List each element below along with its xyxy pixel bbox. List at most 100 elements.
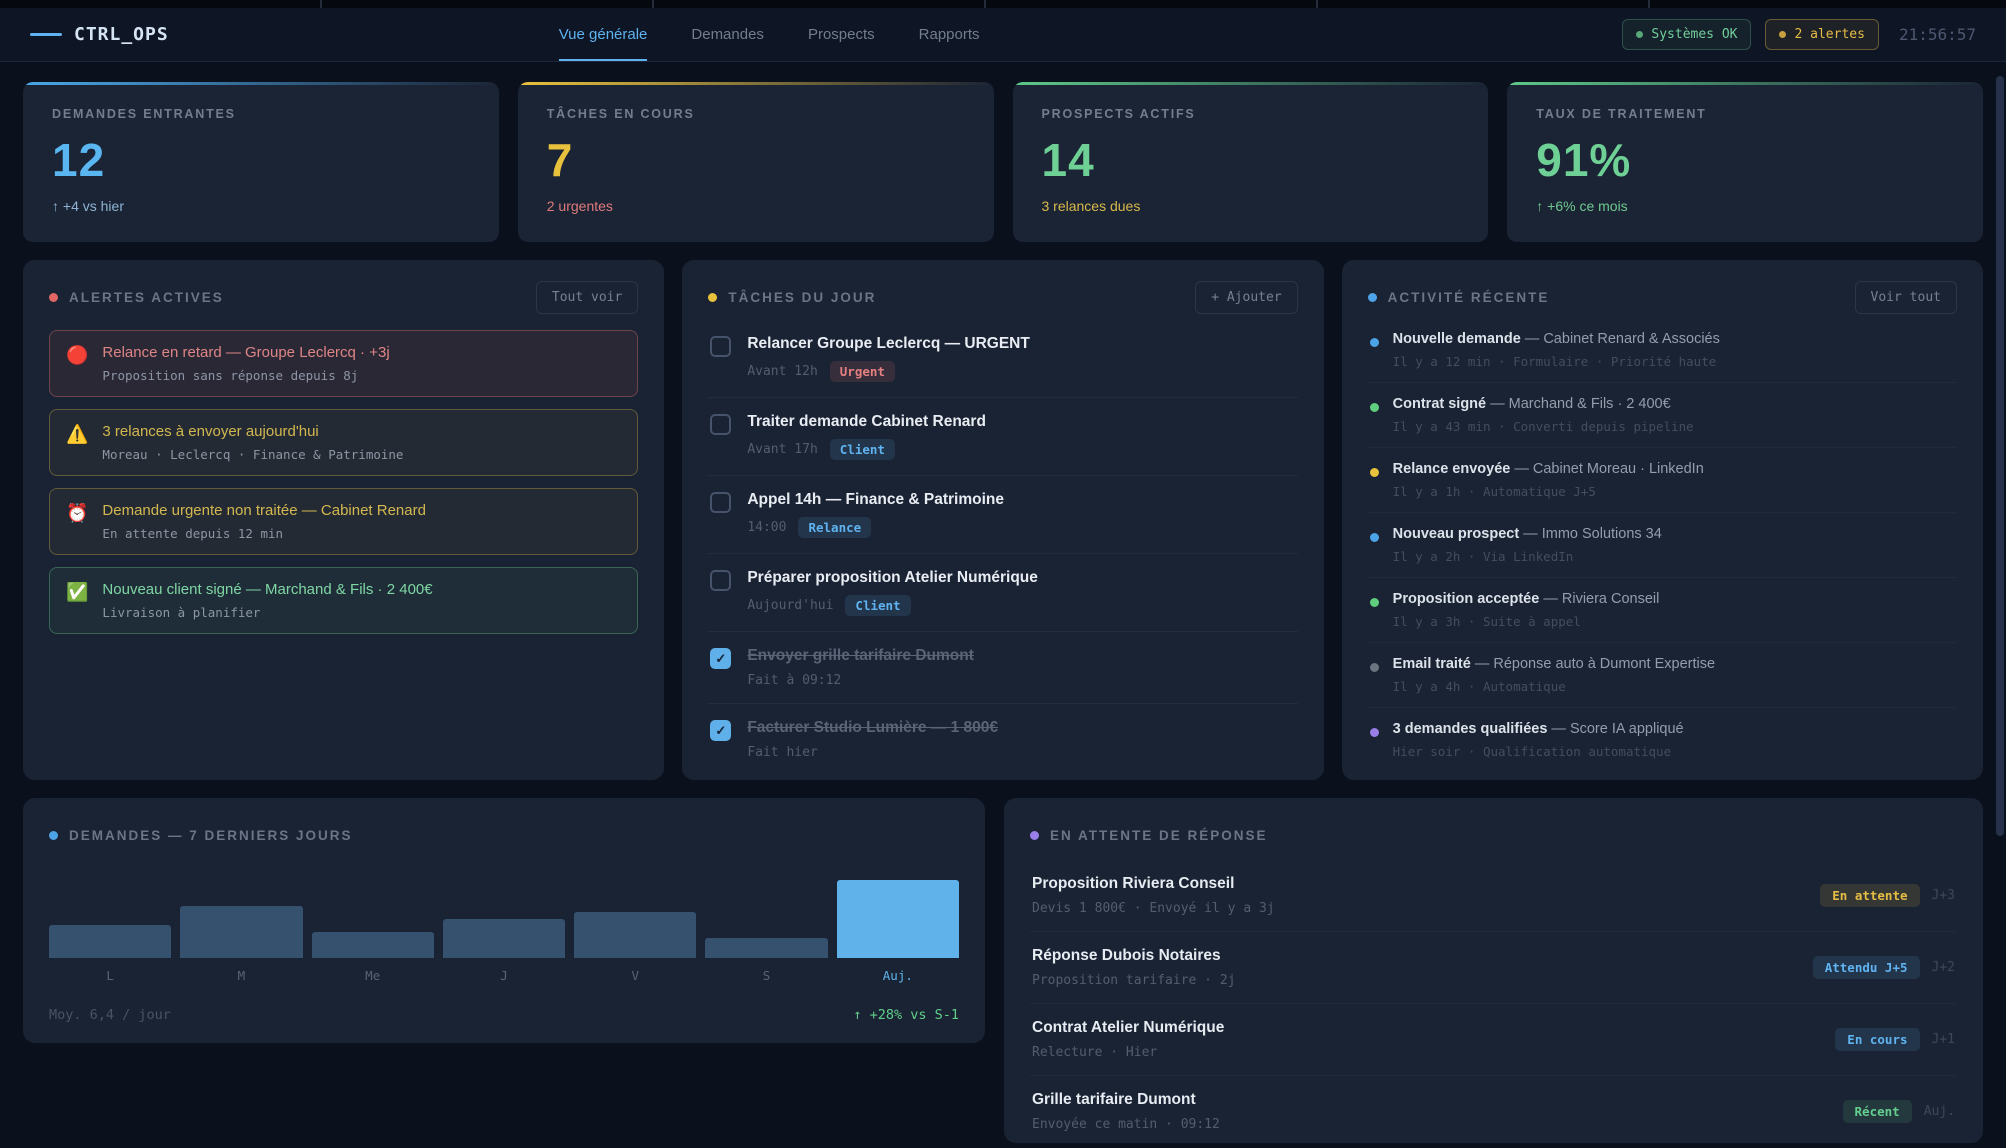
activity-dot-icon [1369,663,1379,672]
task-meta: Avant 17h Client [747,439,986,460]
status-dot-icon [1636,31,1644,38]
alerts-count-badge[interactable]: 2 alertes [1765,19,1879,50]
scrollbar-thumb[interactable] [1996,76,2004,836]
activity-panel-title: ACTIVITÉ RÉCENTE [1367,289,1550,305]
activity-line: 3 demandes qualifiées — Score IA appliqu… [1393,721,1684,737]
axis-label: Me [365,968,381,983]
stat-label: DEMANDES ENTRANTES [52,107,236,121]
activity-list: Nouvelle demande — Cabinet Renard & Asso… [1367,318,1957,772]
activity-see-all-button[interactable]: Voir tout [1854,280,1957,314]
task-checkbox-checked[interactable]: ✓ [710,648,732,669]
yellow-dot-icon [708,292,718,302]
stat-accent-bar [23,82,499,85]
stat-value: 14 [1041,134,1095,186]
chart-panel-title: DEMANDES — 7 DERNIERS JOURS [49,828,353,843]
red-circle-icon: 🔴 [66,345,89,365]
activity-dot-icon [1369,598,1379,607]
check-mark-icon: ✅ [66,582,89,602]
system-status-badge[interactable]: Systèmes OK [1622,19,1752,50]
pending-item-sub: Envoyée ce matin · 09:12 [1032,1117,1220,1132]
add-task-button[interactable]: + Ajouter [1195,280,1298,314]
stat-card-prospects-actifs: PROSPECTS ACTIFS 14 3 relances dues [1012,82,1489,242]
page-scrollbar[interactable] [1996,70,2004,1148]
alert-subtitle: En attente depuis 12 min [102,526,284,541]
task-title: Préparer proposition Atelier Numérique [747,569,1038,586]
pending-item-status: Récent Auj. [1842,1100,1955,1123]
tab-prospects[interactable]: Prospects [807,26,875,43]
warning-icon: ⚠️ [66,424,89,444]
task-checkbox-checked[interactable]: ✓ [710,720,732,741]
tab-vue-generale[interactable]: Vue générale [558,8,648,61]
logo-dash-icon [30,33,62,36]
task-done-at: Fait à 09:12 [747,673,842,688]
activity-title-text: ACTIVITÉ RÉCENTE [1387,289,1550,305]
task-title: Facturer Studio Lumière — 1 800€ [747,719,998,736]
stat-sub: 3 relances dues [1041,198,1141,214]
activity-type: Nouvelle demande [1392,331,1521,347]
task-due: Avant 17h [747,442,818,457]
activity-line: Proposition acceptée — Riviera Conseil [1393,591,1660,607]
stat-card-taux-traitement: TAUX DE TRAITEMENT 91% ↑ +6% ce mois [1507,82,1983,242]
task-title: Relancer Groupe Leclercq — URGENT [747,335,1030,352]
chart-bar [49,925,172,958]
activity-type: 3 demandes qualifiées [1392,721,1548,737]
task-checkbox[interactable] [710,492,732,513]
activity-row: Contrat signé — Marchand & Fils · 2 400€… [1367,383,1957,448]
main-nav: Vue générale Demandes Prospects Rapports [558,8,980,61]
task-checkbox[interactable] [710,414,732,435]
pending-panel-header: EN ATTENTE DE RÉPONSE [1030,818,1957,852]
alert-list: 🔴 Relance en retard — Groupe Leclercq · … [49,330,639,634]
activity-meta: Il y a 2h · Via LinkedIn [1392,549,1574,564]
task-title: Envoyer grille tarifaire Dumont [747,647,974,664]
task-checkbox[interactable] [710,570,732,591]
tab-rapports[interactable]: Rapports [918,26,980,43]
pending-row: Grille tarifaire Dumont Envoyée ce matin… [1030,1076,1957,1147]
task-meta: 14:00 Relance [747,517,1004,538]
activity-row: Email traité — Réponse auto à Dumont Exp… [1367,643,1957,708]
activity-detail: — Réponse auto à Dumont Expertise [1470,656,1716,672]
pending-row: Réponse Dubois Notaires Proposition tari… [1030,932,1957,1004]
pending-item-title: Grille tarifaire Dumont [1032,1091,1196,1108]
app-title: CTRL_OPS [74,24,169,45]
task-badge: Urgent [829,361,895,382]
alerts-count-label: 2 alertes [1794,27,1865,42]
task-badge: Client [845,595,911,616]
pending-item-title: Proposition Riviera Conseil [1032,875,1235,892]
task-list: Relancer Groupe Leclercq — URGENT Avant … [708,320,1298,775]
pending-item-sub: Relecture · Hier [1032,1045,1158,1060]
activity-detail: — Marchand & Fils · 2 400€ [1486,396,1671,412]
clock: 21:56:57 [1898,25,1976,44]
activity-dot-icon [1369,728,1379,737]
alerts-panel-title: ALERTES ACTIVES [49,290,224,305]
tab-demandes[interactable]: Demandes [691,26,764,43]
blue-dot-icon [49,830,58,840]
task-badge: Client [829,439,895,460]
activity-row: 3 demandes qualifiées — Score IA appliqu… [1368,708,1957,772]
stat-value: 12 [52,134,106,186]
pending-item-status: Attendu J+5 J+2 [1812,956,1955,979]
alerts-see-all-button[interactable]: Tout voir [535,280,639,314]
bottom-row: DEMANDES — 7 DERNIERS JOURS L M Me J [23,798,1983,1143]
pending-list: Proposition Riviera Conseil Devis 1 800€… [1030,860,1957,1147]
task-done-at: Fait hier [747,745,818,760]
activity-row: Nouvelle demande — Cabinet Renard & Asso… [1367,318,1957,383]
activity-type: Proposition acceptée [1392,591,1540,607]
activity-dot-icon [1369,468,1379,477]
pending-status-badge: Attendu J+5 [1812,956,1920,979]
chart-axis-labels: L M Me J V S Auj. [49,968,959,983]
alerts-title-text: ALERTES ACTIVES [69,289,224,305]
task-checkbox[interactable] [710,336,732,357]
activity-detail: — Riviera Conseil [1539,591,1660,607]
axis-label: M [237,968,246,983]
activity-dot-icon [1369,338,1379,347]
alert-item: 🔴 Relance en retard — Groupe Leclercq · … [49,330,639,397]
task-due: Avant 12h [747,364,818,379]
stat-label: TÂCHES EN COURS [546,107,695,121]
task-meta: Avant 12h Urgent [747,361,1030,382]
alert-item: ⚠️ 3 relances à envoyer aujourd'hui More… [49,409,639,476]
stat-sub: ↑ +4 vs hier [52,198,124,214]
pending-status-badge: Récent [1842,1100,1912,1123]
chart-bar [705,938,828,958]
header-status-area: Systèmes OK 2 alertes 21:56:57 [1622,8,1976,61]
